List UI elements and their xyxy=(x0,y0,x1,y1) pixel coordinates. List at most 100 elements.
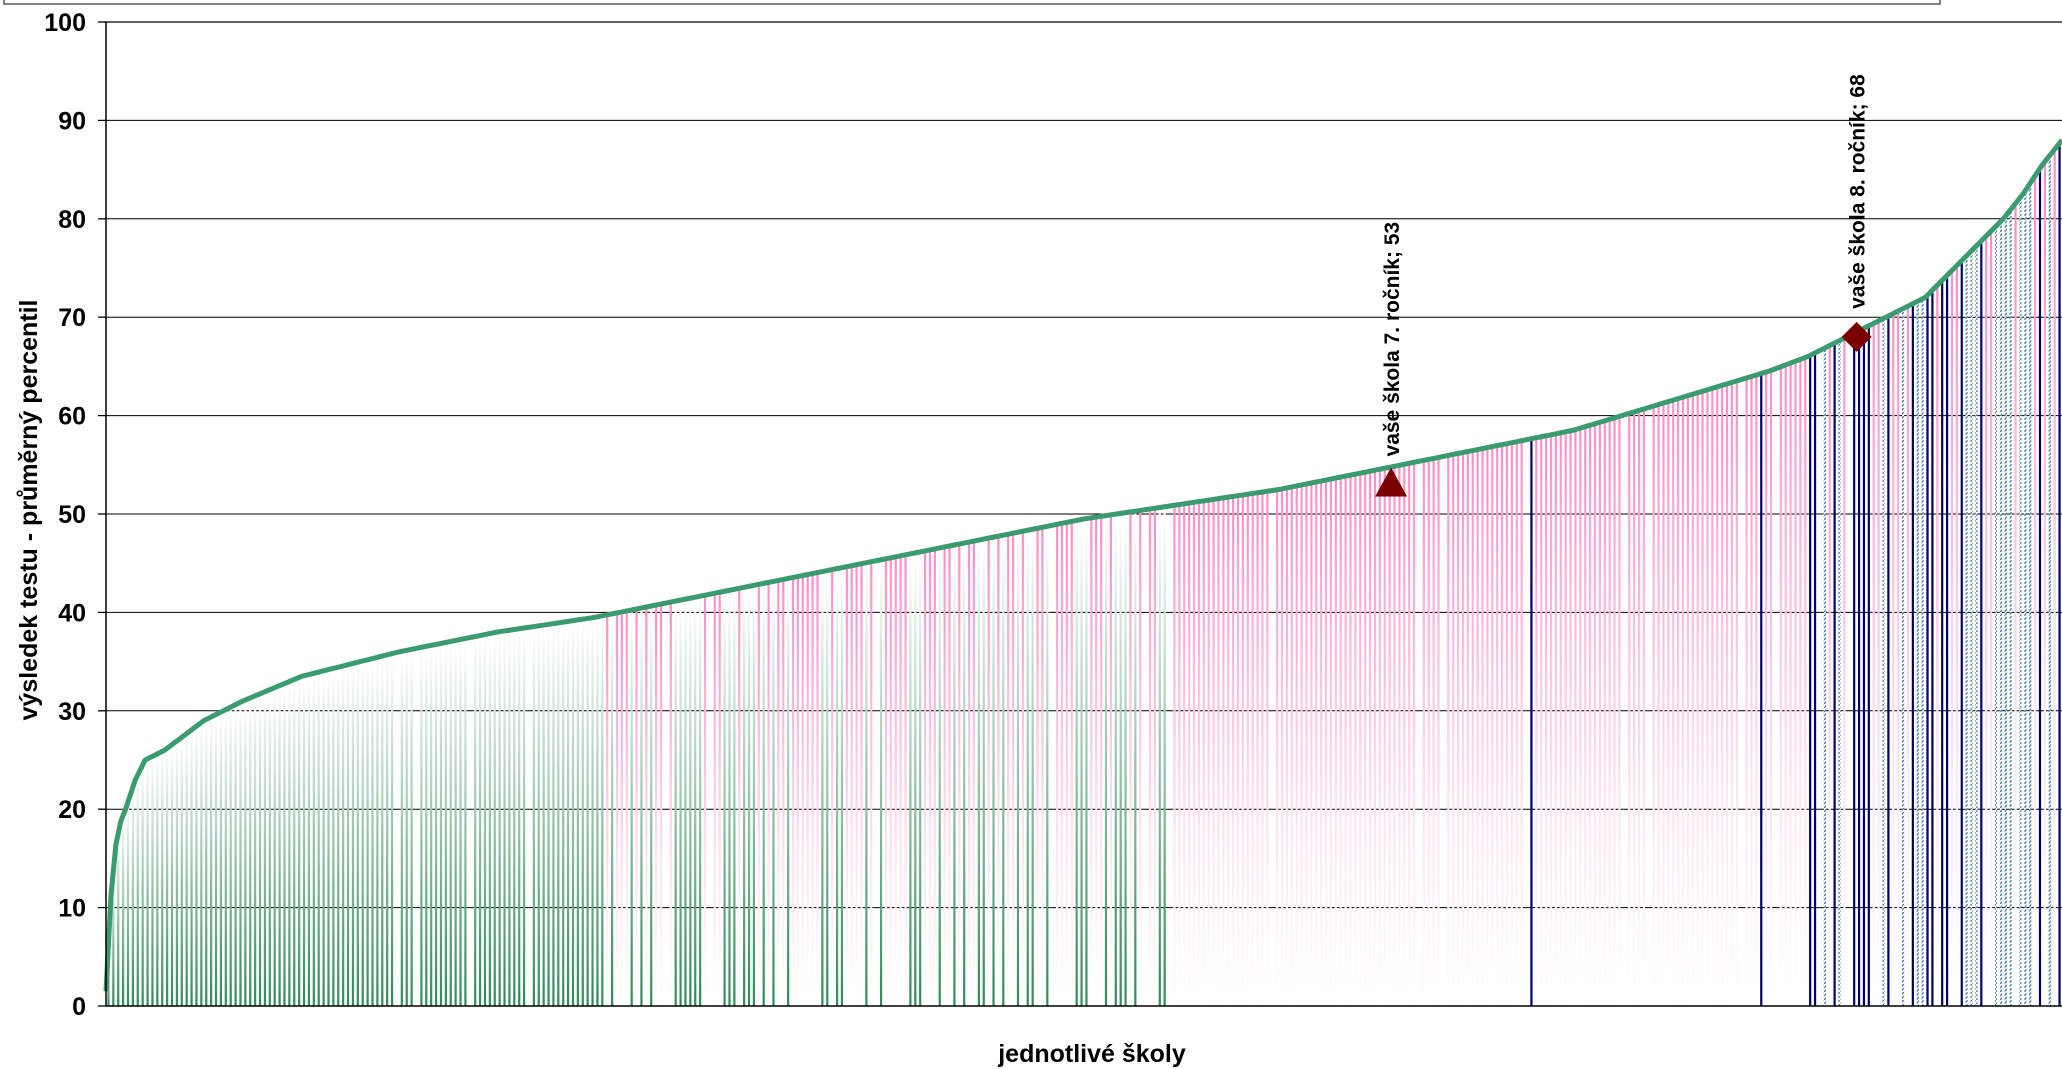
bar xyxy=(767,582,770,1006)
bar xyxy=(508,630,511,1006)
bar xyxy=(1481,448,1484,1006)
bar xyxy=(1256,492,1259,1007)
bar xyxy=(1677,398,1680,1006)
bar xyxy=(938,547,941,1006)
bar xyxy=(1246,494,1249,1006)
bar xyxy=(747,586,751,1006)
bar xyxy=(1750,376,1753,1006)
bar xyxy=(1075,520,1078,1006)
bar xyxy=(1941,280,1944,1006)
bar xyxy=(1779,366,1782,1007)
bar xyxy=(1955,265,1958,1006)
bar xyxy=(449,641,452,1006)
bar xyxy=(772,581,775,1006)
bar xyxy=(816,572,819,1006)
bar xyxy=(156,753,159,1006)
result-curve xyxy=(103,138,2062,992)
bar xyxy=(1735,380,1738,1006)
bar xyxy=(322,670,325,1006)
bar xyxy=(1916,301,1919,1007)
y-tick-label-40: 40 xyxy=(58,599,86,627)
bar xyxy=(1285,487,1289,1006)
bar xyxy=(1799,359,1802,1007)
bar xyxy=(1046,526,1049,1006)
bar xyxy=(376,657,379,1006)
bar xyxy=(175,740,178,1006)
bar xyxy=(1994,226,1998,1006)
bar xyxy=(381,656,384,1006)
bar xyxy=(405,650,408,1006)
bar xyxy=(718,592,721,1006)
bar xyxy=(1716,386,1719,1006)
bar xyxy=(249,697,252,1006)
bar xyxy=(694,597,697,1006)
bar xyxy=(1339,477,1342,1007)
bar xyxy=(161,751,164,1006)
bar xyxy=(1721,385,1724,1007)
bar xyxy=(1667,401,1670,1007)
bar xyxy=(1016,532,1020,1006)
bar xyxy=(943,546,946,1006)
bar xyxy=(948,545,951,1006)
bar xyxy=(1833,343,1836,1006)
bar xyxy=(293,679,296,1006)
y-tick-label-20: 20 xyxy=(58,796,86,824)
bar xyxy=(757,584,760,1006)
bar xyxy=(317,672,320,1006)
bar xyxy=(1828,345,1831,1006)
bar xyxy=(126,801,130,1006)
bar xyxy=(1280,488,1284,1006)
bar xyxy=(1153,508,1156,1006)
bar xyxy=(1892,313,1895,1006)
bar xyxy=(518,628,521,1006)
bar xyxy=(723,591,726,1006)
bar xyxy=(625,610,628,1006)
top-box-outline xyxy=(3,0,1941,5)
highlight-label-2: vaše škola 8. ročník; 68 xyxy=(1847,74,1870,309)
bar xyxy=(567,621,570,1006)
bar xyxy=(386,654,389,1006)
bar xyxy=(2024,190,2027,1006)
bar xyxy=(210,716,213,1006)
bar xyxy=(1148,508,1152,1006)
bar xyxy=(1843,338,1846,1006)
bar xyxy=(1486,447,1489,1007)
y-tick-label-10: 10 xyxy=(58,895,86,923)
bar xyxy=(821,571,824,1006)
bar xyxy=(1980,240,1983,1006)
bar xyxy=(1188,503,1191,1006)
bar xyxy=(1931,290,1934,1006)
bar xyxy=(170,744,174,1007)
bar xyxy=(1432,458,1435,1006)
bar xyxy=(258,693,262,1006)
bar xyxy=(738,588,741,1006)
bar xyxy=(1862,328,1866,1006)
bar xyxy=(1965,255,1968,1006)
bar xyxy=(478,635,482,1006)
y-tick-label-0: 0 xyxy=(72,993,86,1021)
bar xyxy=(752,585,756,1006)
bar xyxy=(1711,388,1714,1006)
bar xyxy=(596,616,599,1006)
bar xyxy=(547,624,550,1006)
bar xyxy=(1031,529,1034,1006)
bar xyxy=(1540,436,1543,1006)
bar xyxy=(1026,530,1029,1006)
bar xyxy=(1227,497,1230,1006)
bar xyxy=(513,629,516,1006)
bar xyxy=(1197,501,1201,1006)
bar xyxy=(1598,422,1601,1006)
y-tick-label-80: 80 xyxy=(58,206,86,234)
bar xyxy=(1364,472,1367,1006)
bar xyxy=(195,726,198,1006)
bar xyxy=(1608,419,1611,1006)
bar xyxy=(1911,303,1914,1006)
bar xyxy=(1857,330,1861,1007)
bar xyxy=(332,668,335,1006)
bar xyxy=(2019,197,2022,1006)
bar xyxy=(1794,361,1797,1006)
bar xyxy=(1388,467,1391,1006)
bar xyxy=(889,557,892,1006)
bar xyxy=(288,681,291,1006)
bar xyxy=(1251,493,1254,1007)
